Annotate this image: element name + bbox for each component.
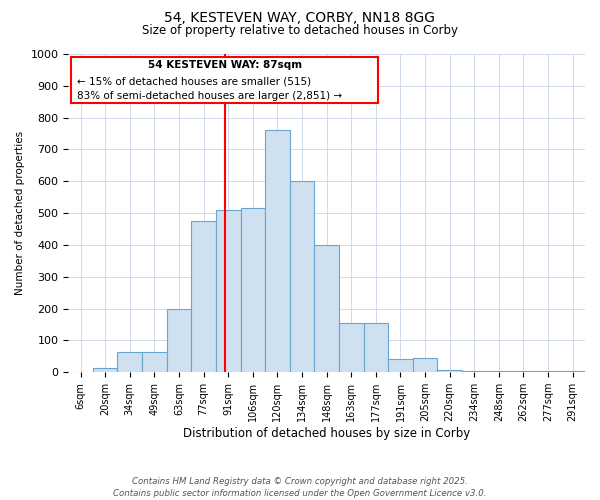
Bar [339,323,364,372]
Bar [191,221,216,372]
Bar [487,370,511,372]
Bar [437,370,462,372]
Bar [511,370,536,372]
Text: Contains HM Land Registry data © Crown copyright and database right 2025.
Contai: Contains HM Land Registry data © Crown c… [113,476,487,498]
Bar [118,352,142,372]
Bar [536,370,560,372]
Bar [216,210,241,372]
Bar [290,182,314,372]
Bar [388,359,413,372]
Text: Size of property relative to detached houses in Corby: Size of property relative to detached ho… [142,24,458,37]
Text: 54 KESTEVEN WAY: 87sqm: 54 KESTEVEN WAY: 87sqm [148,60,302,70]
Text: 83% of semi-detached houses are larger (2,851) →: 83% of semi-detached houses are larger (… [77,92,342,102]
X-axis label: Distribution of detached houses by size in Corby: Distribution of detached houses by size … [183,427,470,440]
Y-axis label: Number of detached properties: Number of detached properties [15,131,25,295]
Bar [364,323,388,372]
Text: ← 15% of detached houses are smaller (515): ← 15% of detached houses are smaller (51… [77,76,311,86]
Bar [462,370,487,372]
Bar [241,208,265,372]
Text: 54, KESTEVEN WAY, CORBY, NN18 8GG: 54, KESTEVEN WAY, CORBY, NN18 8GG [164,12,436,26]
Bar [560,370,585,372]
Bar [93,368,118,372]
Bar [167,308,191,372]
Bar [314,245,339,372]
Bar [265,130,290,372]
FancyBboxPatch shape [71,57,379,104]
Bar [413,358,437,372]
Bar [142,352,167,372]
